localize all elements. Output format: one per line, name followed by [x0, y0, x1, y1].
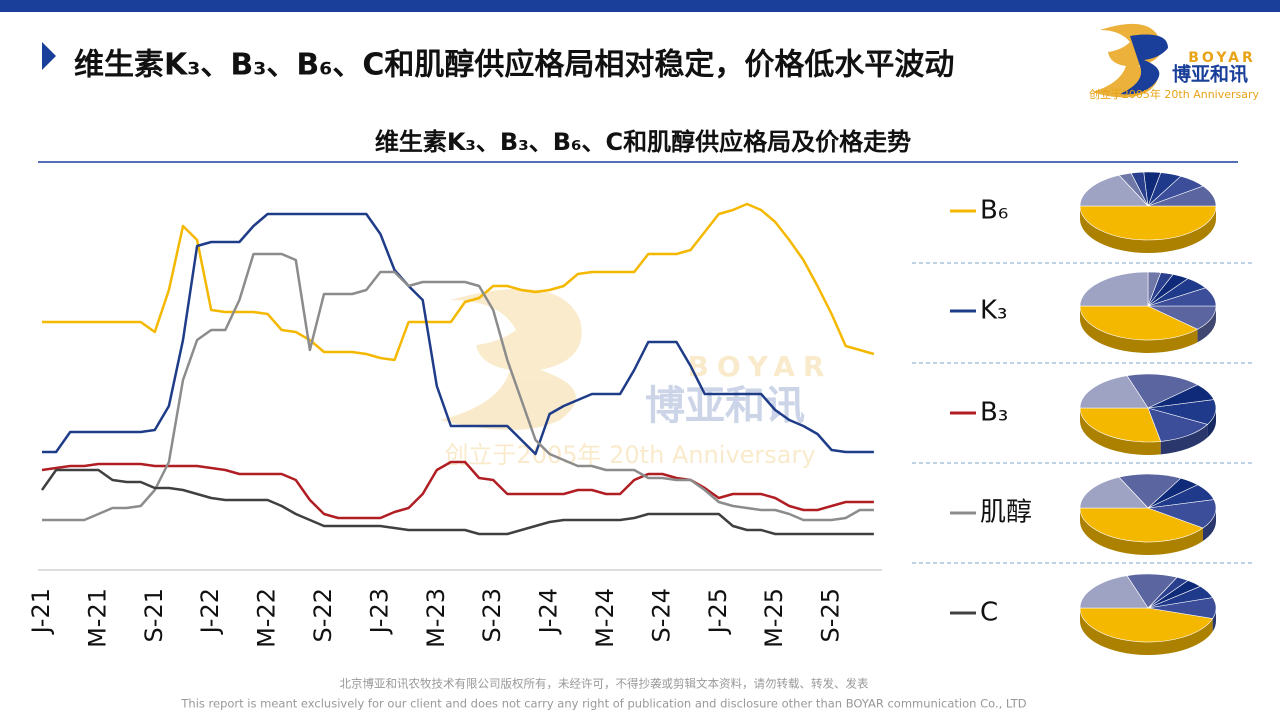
pie-slice — [1118, 473, 1182, 509]
x-tick-label: S-21 — [140, 588, 168, 642]
pie — [1079, 171, 1217, 253]
chart-title: 维生素K₃、B₃、B₆、C和肌醇供应格局及价格走势 — [375, 128, 911, 156]
pie-slice — [1126, 373, 1199, 409]
logo-tagline: 创立于2005年 20th Anniversary — [1089, 87, 1260, 101]
x-tick-label: S-22 — [309, 588, 337, 642]
legend-label: B₆ — [980, 196, 1008, 226]
pie-side — [1080, 508, 1204, 555]
series-line — [42, 212, 874, 456]
watermark: BOYAR 博亚和讯 创立于2005年 20th Anniversary — [440, 288, 833, 469]
pie-side — [1207, 408, 1216, 438]
watermark-name: 博亚和讯 — [645, 383, 805, 429]
x-tick-label: M-25 — [760, 588, 788, 648]
pie-slice — [1079, 407, 1162, 443]
logo-name: 博亚和讯 — [1172, 63, 1248, 86]
legend-label: K₃ — [980, 296, 1007, 326]
pie-side — [1080, 306, 1198, 353]
x-tick-label: M-23 — [422, 588, 450, 648]
title-marker — [42, 42, 56, 70]
x-tick-label: M-24 — [591, 588, 619, 648]
watermark-brand: BOYAR — [688, 350, 833, 383]
series-line — [42, 252, 874, 522]
logo-mark-blue — [1120, 34, 1168, 95]
logo: BOYAR 博亚和讯 创立于2005年 20th Anniversary — [1089, 23, 1260, 101]
pie — [1079, 271, 1217, 353]
x-tick-label: M-22 — [253, 588, 281, 648]
x-tick-label: J-24 — [535, 588, 563, 635]
pie-side — [1203, 508, 1216, 541]
pie-slice — [1079, 476, 1149, 509]
watermark-tagline: 创立于2005年 20th Anniversary — [444, 441, 815, 469]
pie-slice — [1079, 375, 1149, 409]
x-tick-label: J-23 — [365, 588, 393, 635]
pie-slice — [1079, 205, 1217, 241]
series-line — [42, 202, 875, 362]
series-line — [41, 460, 874, 520]
series-line — [40, 468, 874, 536]
pie-side — [1197, 306, 1216, 343]
legend-label: C — [980, 598, 998, 628]
slide-title: 维生素K₃、B₃、B₆、C和肌醇供应格局相对稳定，价格低水平波动 — [74, 48, 954, 83]
pie — [1079, 473, 1217, 555]
pie-slice — [1147, 407, 1209, 442]
pie-slice — [1147, 499, 1217, 529]
footer-en: This report is meant exclusively for our… — [180, 697, 1026, 711]
x-tick-label: M-21 — [83, 588, 111, 648]
pie-slice — [1079, 575, 1149, 609]
pie-slice — [1079, 607, 1214, 643]
x-tick-label: J-21 — [27, 588, 55, 635]
pie — [1079, 573, 1217, 656]
pie-slice — [1079, 174, 1149, 207]
pie-side — [1080, 206, 1216, 253]
pie-slice — [1079, 271, 1149, 307]
x-tick-label: S-23 — [478, 588, 506, 642]
pie-slice — [1079, 507, 1204, 543]
pie-side — [1160, 424, 1208, 455]
x-tick-label: S-25 — [817, 588, 845, 642]
pie-slice — [1079, 305, 1199, 341]
footer-cn: 北京博亚和讯农牧技术有限公司版权所有，未经许可，不得抄袭或剪辑文本资料，请勿转载… — [340, 677, 869, 691]
top-bar — [0, 0, 1280, 12]
legend-label: 肌醇 — [980, 498, 1032, 528]
x-tick-label: S-24 — [647, 588, 675, 642]
watermark-mark — [440, 288, 582, 430]
pie — [1079, 373, 1217, 455]
pie-side — [1080, 608, 1213, 656]
row-separators — [912, 262, 1252, 564]
x-tick-label: J-25 — [704, 588, 732, 635]
pie-side — [1080, 408, 1161, 455]
logo-brand: BOYAR — [1188, 50, 1256, 66]
x-tick-label: J-22 — [196, 588, 224, 635]
legend-label: B₃ — [980, 398, 1008, 428]
